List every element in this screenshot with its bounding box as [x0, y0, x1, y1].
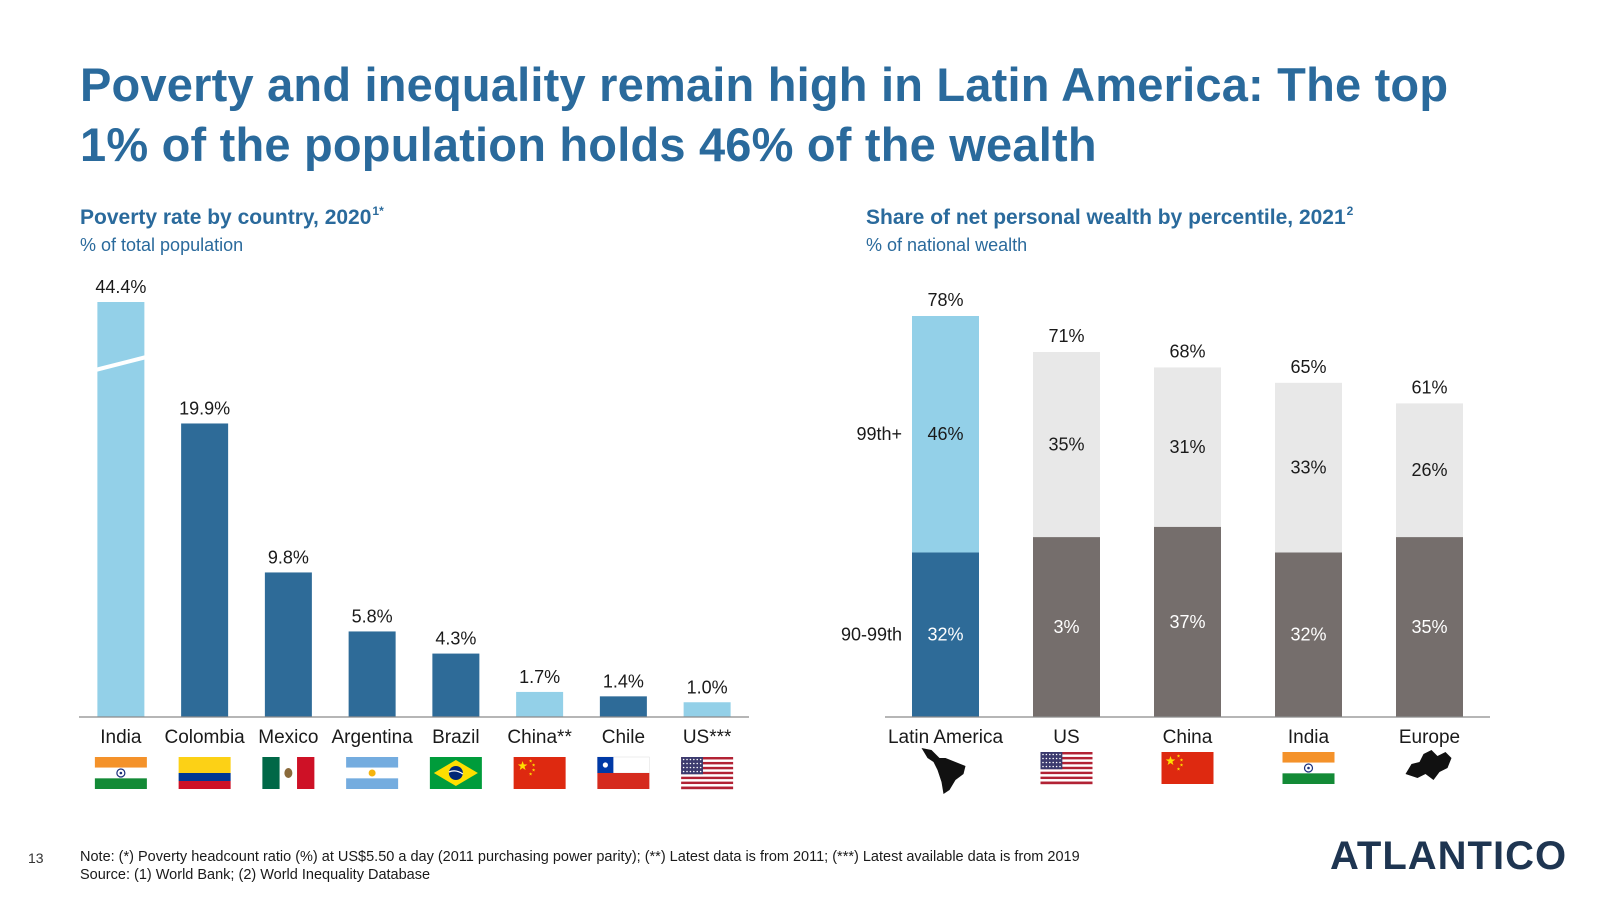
poverty-bar — [432, 653, 480, 717]
poverty-value-label: 1.7% — [519, 667, 560, 687]
map-latin-america-icon — [921, 748, 966, 794]
poverty-bar — [599, 696, 647, 717]
wealth-category-label: US — [1053, 727, 1079, 748]
poverty-bar — [516, 691, 564, 717]
wealth-bar-90-99th — [1275, 552, 1342, 717]
atlantico-logo: ATLANTICO — [1330, 834, 1568, 878]
wealth-total-label: 78% — [927, 290, 963, 310]
wealth-total-label: 71% — [1048, 326, 1084, 346]
flag-chile-icon — [597, 756, 650, 789]
footnote: Note: (*) Poverty headcount ratio (%) at… — [80, 848, 1080, 884]
flag-colombia-icon — [178, 757, 231, 789]
wealth-bar-90-99th — [1033, 537, 1100, 717]
axis-break-mark — [94, 355, 147, 372]
wealth-category-label: India — [1288, 727, 1330, 748]
poverty-category-label: Colombia — [164, 727, 245, 748]
flag-us-icon — [1040, 752, 1093, 785]
poverty-category-label: Brazil — [432, 727, 480, 748]
wealth-segment-label-99th-plus: 33% — [1290, 458, 1326, 478]
poverty-bar — [348, 631, 396, 717]
poverty-category-label: China** — [507, 727, 572, 748]
flag-china-icon — [513, 757, 566, 789]
poverty-chart-title-sup: 1* — [372, 204, 384, 218]
wealth-segment-label-99th-plus: 35% — [1048, 435, 1084, 455]
flag-argentina-icon — [346, 757, 399, 789]
wealth-bar-90-99th — [1396, 537, 1463, 717]
wealth-category-label: China — [1163, 727, 1213, 748]
wealth-segment-label-90-99th: 3% — [1053, 617, 1079, 637]
wealth-chart-title-text: Share of net personal wealth by percenti… — [866, 206, 1346, 229]
poverty-value-label: 19.9% — [179, 398, 230, 418]
poverty-category-label: US*** — [683, 727, 732, 748]
flag-us-icon — [681, 757, 734, 790]
poverty-value-label: 9.8% — [268, 547, 309, 567]
wealth-chart-unit: % of national wealth — [866, 235, 1028, 255]
poverty-category-label: Argentina — [331, 727, 413, 748]
poverty-category-label: Mexico — [258, 727, 318, 748]
wealth-bar-90-99th — [1154, 526, 1221, 717]
wealth-chart-title: Share of net personal wealth by percenti… — [866, 204, 1354, 230]
poverty-bar — [683, 702, 731, 717]
wealth-total-label: 65% — [1290, 357, 1326, 377]
wealth-total-label: 68% — [1169, 341, 1205, 361]
wealth-bar-90-99th — [912, 552, 979, 717]
wealth-segment-label-90-99th: 35% — [1411, 617, 1447, 637]
wealth-bar-99th-plus — [1275, 382, 1342, 553]
poverty-value-label: 44.4% — [95, 277, 146, 297]
wealth-segment-label-99th-plus: 46% — [927, 424, 963, 444]
wealth-segment-label-90-99th: 32% — [927, 625, 963, 645]
flag-india-icon — [1282, 752, 1335, 784]
wealth-bar-99th-plus — [1033, 351, 1100, 538]
wealth-segment-label-99th-plus: 26% — [1411, 460, 1447, 480]
flag-china-icon — [1161, 752, 1214, 784]
poverty-value-label: 1.0% — [687, 677, 728, 697]
poverty-value-label: 1.4% — [603, 671, 644, 691]
poverty-chart-title-text: Poverty rate by country, 2020 — [80, 206, 372, 229]
poverty-category-label: India — [100, 727, 142, 748]
poverty-bar — [181, 423, 229, 717]
page-number: 13 — [28, 850, 44, 866]
page-title: Poverty and inequality remain high in La… — [80, 58, 1449, 171]
poverty-chart-unit: % of total population — [80, 235, 244, 255]
wealth-category-label: Europe — [1399, 727, 1460, 748]
wealth-segment-label-90-99th: 37% — [1169, 612, 1205, 632]
footnote-note: Note: (*) Poverty headcount ratio (%) at… — [80, 849, 1080, 865]
map-europe-icon — [1405, 750, 1452, 780]
flag-india-icon — [94, 757, 147, 789]
footnote-source: Source: (1) World Bank; (2) World Inequa… — [80, 867, 431, 883]
wealth-bar-99th-plus — [912, 316, 979, 553]
wealth-chart-title-sup: 2 — [1346, 204, 1354, 218]
poverty-category-label: Chile — [602, 727, 645, 748]
series-label-99th-plus: 99th+ — [856, 424, 902, 444]
wealth-bar-99th-plus — [1154, 367, 1221, 527]
poverty-value-label: 5.8% — [352, 606, 393, 626]
wealth-total-label: 61% — [1411, 377, 1447, 397]
wealth-segment-label-99th-plus: 31% — [1169, 437, 1205, 457]
wealth-segment-label-90-99th: 32% — [1290, 625, 1326, 645]
flag-mexico-icon — [262, 757, 315, 789]
poverty-value-label: 4.3% — [435, 629, 476, 649]
wealth-bar-99th-plus — [1396, 403, 1463, 538]
poverty-bar — [264, 572, 312, 717]
poverty-chart-title: Poverty rate by country, 20201* — [80, 204, 384, 230]
wealth-category-label: Latin America — [888, 727, 1004, 748]
series-label-90-99th: 90-99th — [841, 625, 902, 645]
flag-brazil-icon — [429, 757, 482, 789]
poverty-bar — [97, 302, 145, 717]
